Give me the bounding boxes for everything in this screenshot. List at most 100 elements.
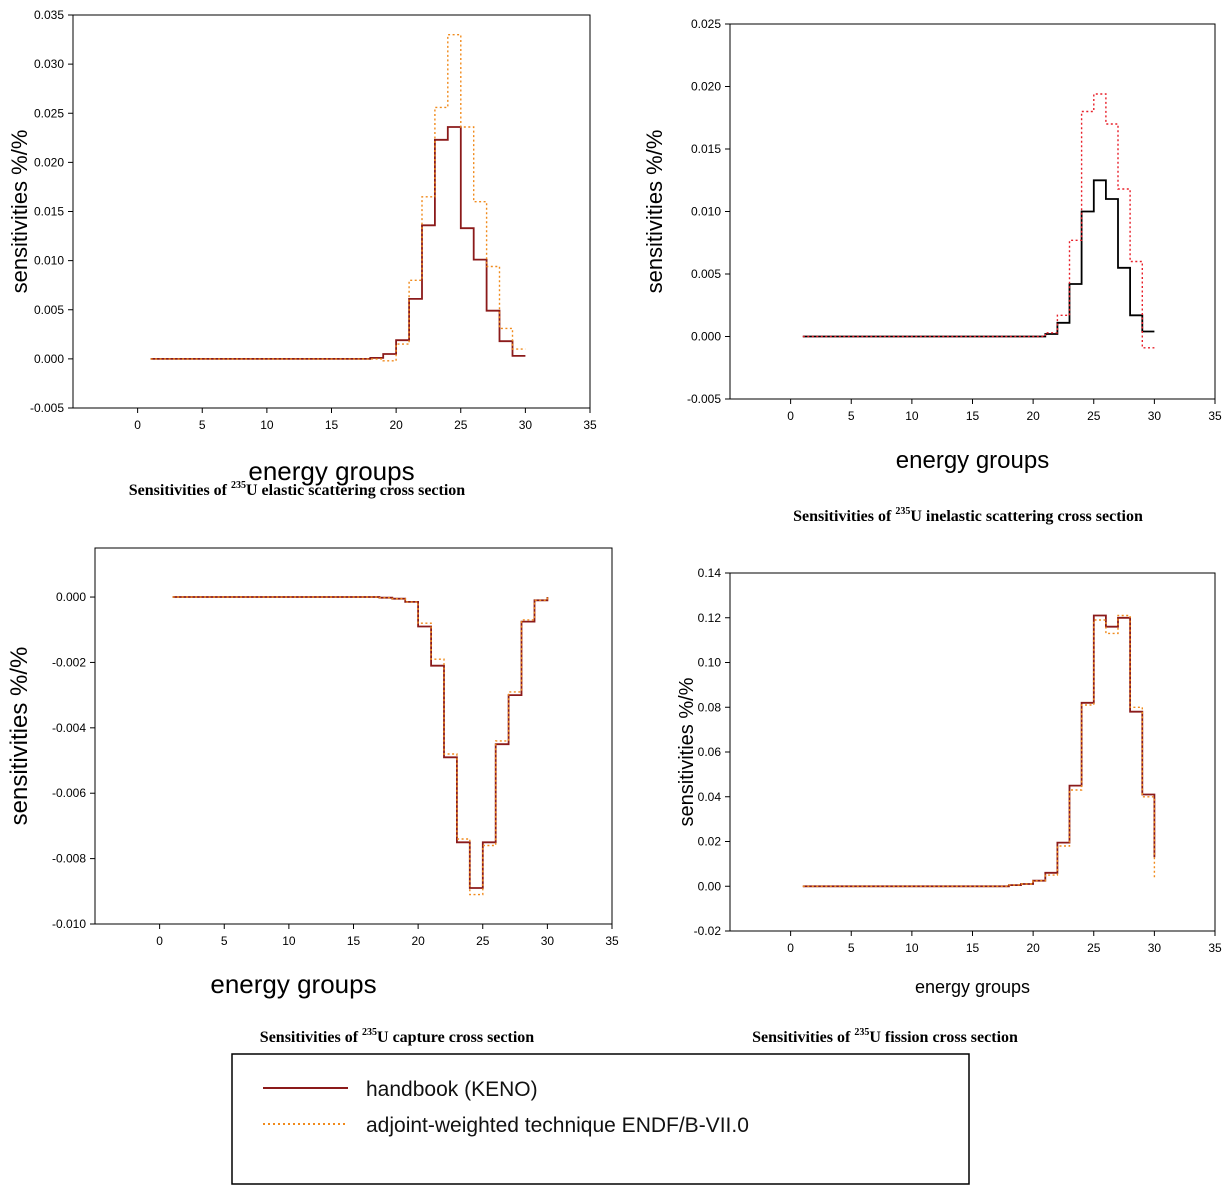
y-tick-label: -0.005 xyxy=(687,392,721,406)
y-tick-label: 0.020 xyxy=(34,155,64,169)
y-tick-label: 0.025 xyxy=(34,106,64,120)
x-tick-label: 5 xyxy=(848,409,855,423)
y-tick-label: -0.006 xyxy=(52,786,86,800)
legend: handbook (KENO) adjoint-weighted techniq… xyxy=(231,1053,970,1185)
y-tick-label: 0.000 xyxy=(56,590,86,604)
caption-suffix: U fission cross section xyxy=(869,1029,1018,1046)
chart-2: -0.005 0.000 0.005 0.010 0.015 0.020 0.025 0 5 10… xyxy=(642,17,1222,525)
series-line-adjoint xyxy=(150,34,526,362)
x-tick-label: 25 xyxy=(454,418,468,432)
y-tick-label: 0.010 xyxy=(34,254,64,268)
chart-caption: Sensitivities of 235U elastic scattering… xyxy=(129,480,466,499)
y-tick-label: 0.030 xyxy=(34,57,64,71)
x-tick-label: 15 xyxy=(347,934,361,948)
caption-isotope-mass: 235 xyxy=(231,480,246,491)
x-tick-label: 30 xyxy=(1148,409,1162,423)
y-axis-label: sensitivities %/% xyxy=(676,677,698,826)
legend-label-adjoint: adjoint-weighted technique ENDF/B-VII.0 xyxy=(366,1114,749,1137)
x-tick-label: 25 xyxy=(476,934,490,948)
x-tick-label: 30 xyxy=(1148,941,1162,955)
y-axis-label: sensitivities %/% xyxy=(642,130,667,294)
chart-caption: Sensitivities of 235U fission cross sect… xyxy=(752,1027,1018,1046)
chart-1: -0.005 0.000 0.005 0.010 0.015 0.020 0.025 0.03… xyxy=(7,8,597,499)
series-line-handbook xyxy=(150,126,526,360)
series-line-handbook xyxy=(172,596,549,889)
y-tick-label: 0.08 xyxy=(698,700,722,714)
x-tick-label: 0 xyxy=(156,934,163,948)
y-tick-label: -0.004 xyxy=(52,721,86,735)
x-tick-label: 10 xyxy=(905,409,919,423)
y-tick-label: 0.020 xyxy=(691,80,721,94)
y-tick-label: -0.010 xyxy=(52,917,86,931)
y-tick-label: 0.04 xyxy=(698,790,722,804)
y-tick-label: 0.005 xyxy=(691,267,721,281)
legend-box xyxy=(231,1053,970,1185)
x-tick-label: 30 xyxy=(541,934,555,948)
caption-isotope-mass: 235 xyxy=(362,1027,377,1038)
caption-suffix: U elastic scattering cross section xyxy=(246,482,465,499)
y-tick-label: 0.00 xyxy=(698,879,722,893)
chart-4: -0.02 0.00 0.02 0.04 0.06 0.08 0.10 0.12 0.14 0 5 1… xyxy=(676,566,1222,1046)
series-line-adjoint xyxy=(802,614,1156,887)
caption-isotope-mass: 235 xyxy=(854,1027,869,1038)
y-tick-label: 0.10 xyxy=(698,656,722,670)
y-axis-label: sensitivities %/% xyxy=(6,647,33,826)
y-tick-label: 0.010 xyxy=(691,205,721,219)
x-tick-label: 10 xyxy=(905,941,919,955)
y-tick-label: 0.06 xyxy=(698,745,722,759)
caption-prefix: Sensitivities of xyxy=(793,508,895,525)
x-axis-label: energy groups xyxy=(248,456,414,486)
x-axis-label: energy groups xyxy=(210,969,376,999)
legend-label-handbook: handbook (KENO) xyxy=(366,1078,538,1101)
chart-caption: Sensitivities of 235U inelastic scatteri… xyxy=(793,506,1143,525)
x-tick-label: 20 xyxy=(1026,409,1040,423)
x-tick-label: 35 xyxy=(1208,941,1222,955)
caption-isotope-mass: 235 xyxy=(895,506,910,517)
y-tick-label: -0.008 xyxy=(52,852,86,866)
y-tick-label: 0.025 xyxy=(691,17,721,31)
x-tick-label: 0 xyxy=(134,418,141,432)
x-tick-label: 0 xyxy=(787,941,794,955)
y-axis-label: sensitivities %/% xyxy=(7,130,32,294)
chart-caption: Sensitivities of 235U capture cross sect… xyxy=(260,1027,534,1046)
y-tick-label: 0.015 xyxy=(691,142,721,156)
series-line-handbook xyxy=(802,614,1156,888)
series-line-handbook xyxy=(802,179,1155,338)
y-tick-label: 0.000 xyxy=(691,330,721,344)
plot-frame xyxy=(729,23,1216,400)
y-tick-label: 0.035 xyxy=(34,8,64,22)
y-tick-label: -0.005 xyxy=(30,401,64,415)
caption-prefix: Sensitivities of xyxy=(129,482,231,499)
x-tick-label: 35 xyxy=(583,418,597,432)
y-tick-label: 0.12 xyxy=(698,611,722,625)
x-tick-label: 35 xyxy=(605,934,619,948)
caption-prefix: Sensitivities of xyxy=(752,1029,854,1046)
y-tick-label: 0.14 xyxy=(698,566,722,580)
x-tick-label: 15 xyxy=(325,418,339,432)
y-tick-label: 0.015 xyxy=(34,205,64,219)
caption-prefix: Sensitivities of xyxy=(260,1029,362,1046)
x-tick-label: 35 xyxy=(1208,409,1222,423)
x-axis-label: energy groups xyxy=(915,977,1030,997)
y-tick-label: 0.000 xyxy=(34,352,64,366)
x-tick-label: 15 xyxy=(966,941,980,955)
x-tick-label: 10 xyxy=(260,418,274,432)
x-tick-label: 30 xyxy=(519,418,533,432)
x-tick-label: 25 xyxy=(1087,941,1101,955)
x-tick-label: 10 xyxy=(282,934,296,948)
chart-3: -0.010 -0.008 -0.006 -0.004 -0.002 0.000 0 5 10 1… xyxy=(6,547,619,1046)
x-tick-label: 20 xyxy=(411,934,425,948)
x-tick-label: 15 xyxy=(966,409,980,423)
x-tick-label: 0 xyxy=(787,409,794,423)
x-tick-label: 20 xyxy=(389,418,403,432)
x-tick-label: 25 xyxy=(1087,409,1101,423)
x-tick-label: 5 xyxy=(848,941,855,955)
charts-group: -0.0050.0000.0050.0100.0150.0200.0250.03… xyxy=(6,8,1222,1046)
y-tick-label: -0.002 xyxy=(52,655,86,669)
x-tick-label: 5 xyxy=(221,934,228,948)
y-tick-label: 0.02 xyxy=(698,835,722,849)
series-line-adjoint xyxy=(172,596,549,896)
y-tick-label: -0.02 xyxy=(694,924,722,938)
caption-suffix: U inelastic scattering cross section xyxy=(910,508,1143,525)
